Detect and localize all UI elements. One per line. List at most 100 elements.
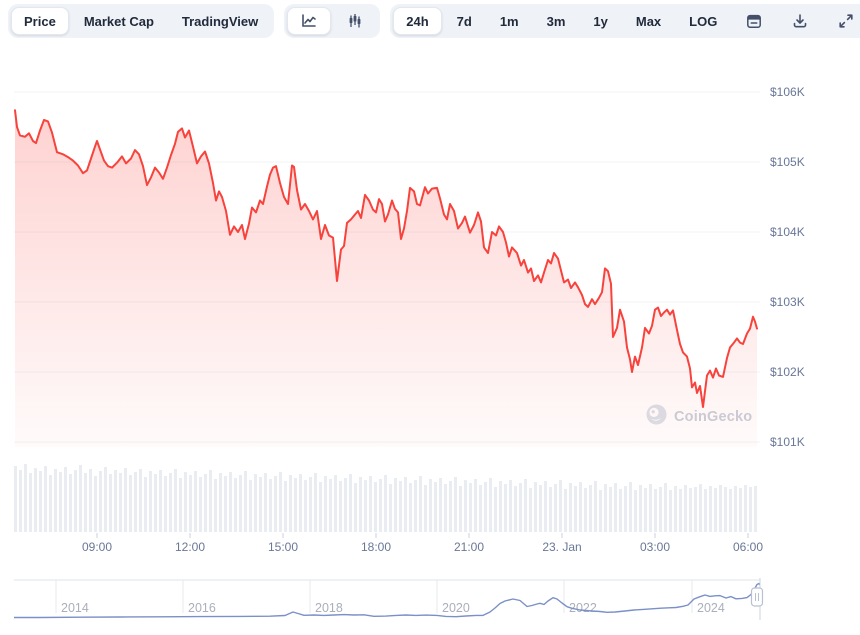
volume-bar xyxy=(449,481,452,532)
volume-bar xyxy=(134,472,137,532)
volume-bar xyxy=(354,483,357,532)
volume-bar xyxy=(209,470,212,532)
volume-bar xyxy=(634,490,637,532)
volume-bar xyxy=(534,482,537,532)
volume-bar xyxy=(484,482,487,532)
range-button-1m[interactable]: 1m xyxy=(487,7,532,35)
volume-bar xyxy=(244,471,247,532)
volume-bar xyxy=(284,481,287,532)
x-axis-label: 21:00 xyxy=(454,540,484,554)
volume-bar xyxy=(34,468,37,532)
volume-bar xyxy=(214,479,217,532)
volume-bar xyxy=(549,487,552,532)
volume-bar xyxy=(184,472,187,532)
volume-bar xyxy=(324,476,327,532)
volume-bar xyxy=(159,470,162,532)
volume-bar xyxy=(564,489,567,532)
price-line xyxy=(14,109,758,408)
range-button-7d[interactable]: 7d xyxy=(444,7,485,35)
volume-bar xyxy=(554,484,557,532)
volume-bar xyxy=(684,485,687,532)
volume-bar xyxy=(569,483,572,532)
volume-bar xyxy=(204,474,207,532)
view-tab-price[interactable]: Price xyxy=(11,7,69,35)
volume-bar xyxy=(389,484,392,532)
volume-bar xyxy=(234,478,237,532)
volume-bar xyxy=(574,486,577,532)
volume-bar xyxy=(599,490,602,532)
navigator-handle[interactable] xyxy=(750,587,764,607)
volume-bar xyxy=(379,479,382,532)
volume-bar xyxy=(594,481,597,532)
volume-bar xyxy=(689,488,692,532)
y-axis-label: $103K xyxy=(770,295,805,309)
volume-bar xyxy=(59,472,62,532)
range-button-24h[interactable]: 24h xyxy=(393,7,442,35)
volume-bar xyxy=(299,474,302,532)
volume-bar xyxy=(659,487,662,532)
volume-bar xyxy=(539,485,542,532)
range-button-log[interactable]: LOG xyxy=(676,7,730,35)
volume-bar xyxy=(254,474,257,532)
volume-bar xyxy=(344,478,347,532)
volume-bar xyxy=(79,465,82,532)
volume-bar xyxy=(54,469,57,532)
x-axis-label: 15:00 xyxy=(268,540,298,554)
volume-bar xyxy=(69,474,72,532)
volume-bar xyxy=(474,479,477,532)
view-tab-group: Price Market Cap TradingView xyxy=(8,4,275,38)
volume-bar xyxy=(109,474,112,532)
volume-bar xyxy=(429,479,432,532)
volume-bar xyxy=(644,488,647,532)
volume-bar xyxy=(289,475,292,532)
volume-bar xyxy=(74,470,77,532)
volume-bar xyxy=(364,480,367,532)
volume-bar xyxy=(99,471,102,532)
year-label: 2018 xyxy=(315,601,343,615)
line-chart-type-button[interactable] xyxy=(287,7,332,35)
volume-bar xyxy=(409,483,412,532)
volume-bar xyxy=(369,476,372,532)
volume-bar xyxy=(419,476,422,532)
volume-bar xyxy=(249,480,252,532)
download-button[interactable] xyxy=(778,7,822,35)
volume-bar xyxy=(424,485,427,532)
volume-bar xyxy=(399,481,402,532)
volume-bar xyxy=(604,484,607,532)
volume-bar xyxy=(624,486,627,532)
range-button-max[interactable]: Max xyxy=(623,7,674,35)
volume-bar xyxy=(674,486,677,532)
volume-bar xyxy=(239,475,242,532)
year-label: 2024 xyxy=(697,601,725,615)
calendar-icon xyxy=(745,12,763,30)
y-axis-label: $105K xyxy=(770,155,805,169)
volume-bar xyxy=(24,464,27,532)
volume-bar xyxy=(499,481,502,532)
volume-bar xyxy=(704,489,707,532)
volume-bar xyxy=(94,476,97,532)
candlestick-chart-type-button[interactable] xyxy=(333,7,377,35)
volume-bar xyxy=(749,487,752,532)
view-tab-tradingview[interactable]: TradingView xyxy=(169,7,271,35)
volume-bar xyxy=(259,477,262,532)
y-axis-label: $102K xyxy=(770,365,805,379)
volume-bar xyxy=(524,479,527,532)
fullscreen-icon xyxy=(837,12,855,30)
volume-bar xyxy=(739,488,742,532)
volume-bar xyxy=(669,490,672,532)
range-button-1y[interactable]: 1y xyxy=(580,7,620,35)
fullscreen-button[interactable] xyxy=(824,7,860,35)
range-button-3m[interactable]: 3m xyxy=(534,7,579,35)
volume-bar xyxy=(374,482,377,532)
volume-bar xyxy=(14,466,17,532)
line-chart-icon xyxy=(300,12,318,30)
view-tab-market-cap[interactable]: Market Cap xyxy=(71,7,167,35)
chart-area[interactable]: $106K $105K $104K $103K $102K $101K 09:00 12:00… xyxy=(0,50,860,635)
candlestick-chart-icon xyxy=(346,12,364,30)
calendar-button[interactable] xyxy=(732,7,776,35)
volume-bar xyxy=(479,485,482,532)
volume-bar xyxy=(174,469,177,532)
download-icon xyxy=(791,12,809,30)
volume-bar xyxy=(509,480,512,532)
volume-bar xyxy=(654,489,657,532)
